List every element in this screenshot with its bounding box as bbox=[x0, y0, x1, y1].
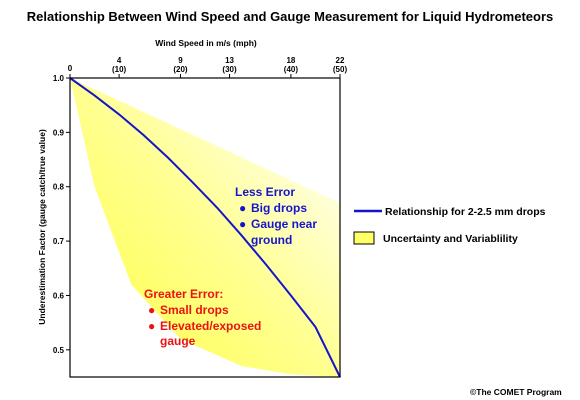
x-tick-label-2: 9 bbox=[178, 56, 183, 65]
less-error-bullet-1: ● bbox=[239, 201, 246, 215]
y-tick-label-1: 0.9 bbox=[53, 128, 65, 137]
x-tick-label-0: 0 bbox=[68, 64, 73, 73]
legend: Relationship for 2-2.5 mm drops Uncertai… bbox=[353, 206, 546, 245]
greater-error-bullet-1: ● bbox=[148, 303, 155, 317]
chart-title: Relationship Between Wind Speed and Gaug… bbox=[27, 9, 553, 24]
legend-line-label: Relationship for 2-2.5 mm drops bbox=[385, 206, 546, 218]
x-ticks: 0 4(10) 9(20) 13(30) 18(40) 22(50) bbox=[68, 56, 348, 78]
plot-frame bbox=[69, 77, 341, 378]
less-error-annotation: Less Error ● Big drops ● Gauge near grou… bbox=[235, 185, 317, 247]
y-tick-label-2: 0.8 bbox=[53, 183, 65, 192]
less-error-heading: Less Error bbox=[235, 185, 295, 199]
x-tick-label-1: 4 bbox=[117, 56, 122, 65]
greater-error-heading: Greater Error: bbox=[144, 287, 223, 301]
y-tick-label-3: 0.7 bbox=[53, 237, 65, 246]
greater-error-item-2: Elevated/exposed bbox=[160, 319, 261, 333]
x-tick-sublabel-5: (50) bbox=[333, 65, 348, 74]
uncertainty-band bbox=[70, 78, 340, 377]
x-tick-sublabel-1: (10) bbox=[112, 65, 127, 74]
uncertainty-band-layer bbox=[70, 78, 340, 377]
x-tick-label-3: 13 bbox=[225, 56, 234, 65]
y-tick-label-5: 0.5 bbox=[53, 346, 65, 355]
greater-error-item-3: gauge bbox=[160, 334, 196, 348]
less-error-item-2: Gauge near bbox=[251, 217, 317, 231]
greater-error-item-1: Small drops bbox=[160, 303, 229, 317]
less-error-bullet-2: ● bbox=[239, 217, 246, 231]
greater-error-bullet-2: ● bbox=[148, 319, 155, 333]
x-tick-sublabel-4: (40) bbox=[284, 65, 299, 74]
credit-text: ©The COMET Program bbox=[470, 387, 562, 397]
x-tick-sublabel-2: (20) bbox=[173, 65, 188, 74]
x-tick-label-5: 22 bbox=[336, 56, 345, 65]
x-tick-label-4: 18 bbox=[286, 56, 295, 65]
less-error-item-3: ground bbox=[251, 233, 292, 247]
x-axis-title: Wind Speed in m/s (mph) bbox=[155, 38, 257, 48]
legend-band-swatch bbox=[353, 231, 375, 245]
y-ticks: 1.0 0.9 0.8 0.7 0.6 0.5 bbox=[53, 74, 70, 355]
y-tick-label-4: 0.6 bbox=[53, 291, 65, 300]
y-axis-title: Underestimation Factor (gauge catch/true… bbox=[37, 129, 47, 325]
series-line-0 bbox=[69, 77, 341, 378]
x-tick-sublabel-3: (30) bbox=[222, 65, 237, 74]
less-error-item-1: Big drops bbox=[251, 201, 307, 215]
greater-error-annotation: Greater Error: ● Small drops ● Elevated/… bbox=[144, 287, 261, 348]
y-tick-label-0: 1.0 bbox=[53, 74, 65, 83]
series-layer bbox=[69, 77, 341, 378]
legend-band-label: Uncertainty and Variablility bbox=[383, 233, 518, 245]
